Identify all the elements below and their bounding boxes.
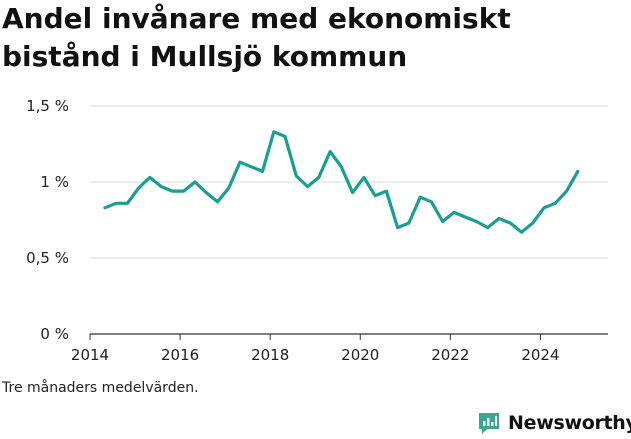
y-tick-label: 0 % bbox=[40, 325, 69, 343]
x-tick-label: 2016 bbox=[161, 346, 199, 364]
y-tick-label: 0,5 % bbox=[26, 249, 69, 267]
y-axis-ticks: 0 % 0,5 % 1 % 1,5 % bbox=[26, 97, 69, 343]
x-axis-ticks: 2014 2016 2018 2020 2022 2024 bbox=[71, 334, 560, 364]
y-tick-label: 1,5 % bbox=[26, 97, 69, 115]
line-chart: 0 % 0,5 % 1 % 1,5 % 2014 2016 2018 2020 2022 202… bbox=[26, 97, 608, 364]
x-tick-label: 2024 bbox=[521, 346, 559, 364]
brand-name: Newsworthy bbox=[508, 412, 631, 434]
chart-title: Andel invånare med ekonomiskt bistånd i … bbox=[2, 2, 511, 73]
newsworthy-logo-icon bbox=[479, 413, 499, 434]
x-tick-label: 2018 bbox=[251, 346, 289, 364]
series-group bbox=[103, 130, 580, 234]
chart-caption: Tre månaders medelvärden. bbox=[2, 380, 199, 396]
newsworthy-brand[interactable]: Newsworthy bbox=[476, 409, 631, 437]
x-tick-label: 2014 bbox=[71, 346, 109, 364]
y-tick-label: 1 % bbox=[40, 173, 69, 191]
x-tick-label: 2022 bbox=[431, 346, 469, 364]
x-tick-label: 2020 bbox=[341, 346, 379, 364]
series-line bbox=[103, 130, 580, 234]
